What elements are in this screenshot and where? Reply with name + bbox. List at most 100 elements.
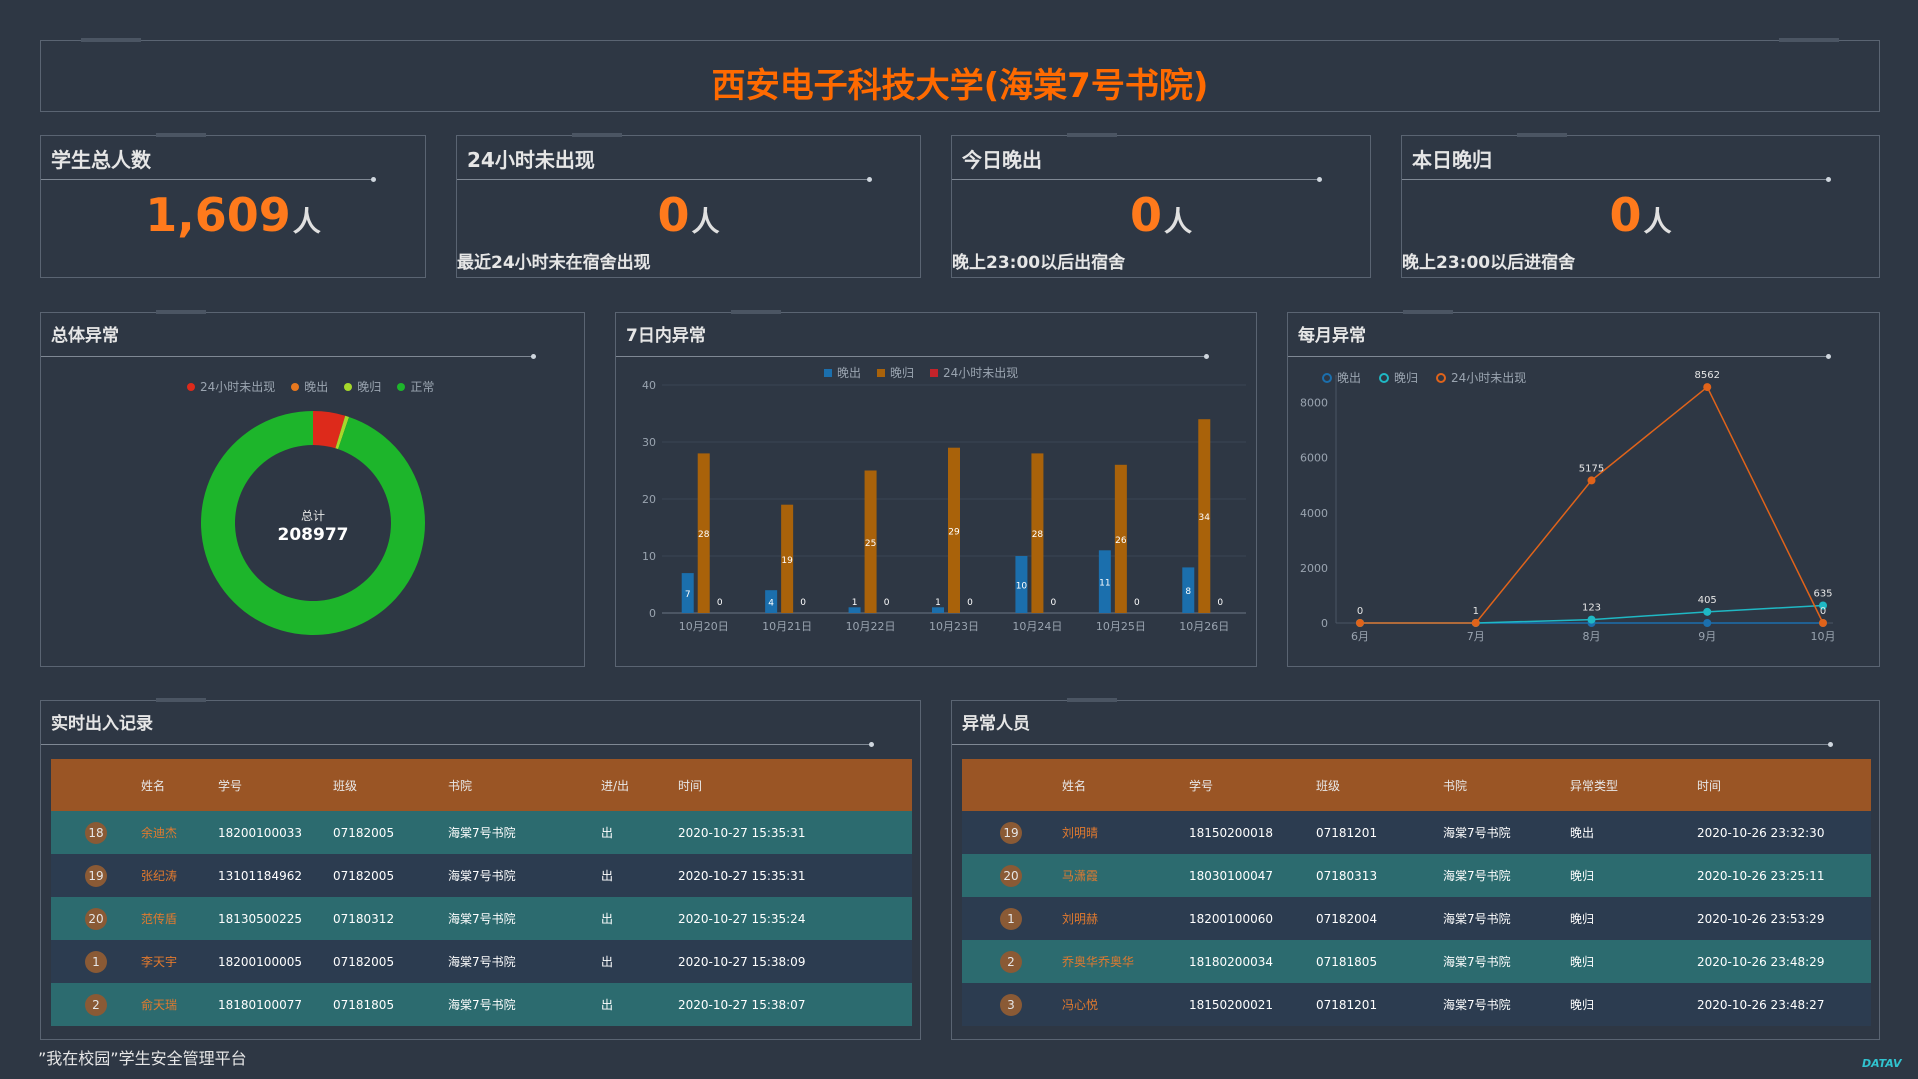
class-id: 07181805 xyxy=(333,983,448,1026)
bar[interactable] xyxy=(932,607,944,613)
column-header[interactable]: 时间 xyxy=(678,759,912,811)
legend-item[interactable]: 24小时未出现 xyxy=(930,364,1018,381)
column-header[interactable]: 学号 xyxy=(1189,759,1316,811)
legend-item[interactable]: 晚出 xyxy=(824,364,861,381)
panel-title: 实时出入记录 xyxy=(51,714,153,734)
x-tick-label: 10月23日 xyxy=(929,620,979,633)
table-row[interactable]: 20 范传盾 18130500225 07180312 海棠7号书院出 2020-10-2… xyxy=(51,897,912,940)
bar[interactable] xyxy=(848,607,861,613)
bar[interactable] xyxy=(1198,419,1211,613)
college: 海棠7号书院 xyxy=(1443,897,1570,940)
student-id: 18200100033 xyxy=(218,811,333,854)
data-point[interactable] xyxy=(1587,615,1596,624)
anomaly-type: 晚出 xyxy=(1570,811,1697,854)
bar[interactable] xyxy=(1182,567,1195,613)
stat-title: 今日晚出 xyxy=(962,148,1042,172)
data-point[interactable] xyxy=(1703,619,1712,627)
table-row[interactable]: 3 冯心悦 18150200021 07181201 海棠7号书院 晚归 2020-10-2… xyxy=(962,983,1871,1026)
panel-tab-decoration xyxy=(1403,310,1453,314)
donut-slice[interactable] xyxy=(201,411,425,635)
bar[interactable] xyxy=(1098,550,1111,613)
data-point[interactable] xyxy=(1587,476,1596,485)
student-name: 冯心悦 xyxy=(1062,983,1189,1026)
bar-value-label: 0 xyxy=(967,598,973,608)
divider xyxy=(41,179,373,180)
column-header[interactable] xyxy=(962,759,1062,811)
student-name: 刘明赫 xyxy=(1062,897,1189,940)
legend-item[interactable]: 正常 xyxy=(397,378,434,395)
rank-badge: 2 xyxy=(85,993,107,1016)
bar[interactable] xyxy=(1114,464,1127,613)
x-tick-label: 10月20日 xyxy=(679,620,729,633)
bar[interactable] xyxy=(1015,556,1028,613)
bar-value-label: 11 xyxy=(1099,579,1110,589)
bar-chart: 010203040728010月20日419010月21日125010月22日1… xyxy=(642,379,1246,633)
bar[interactable] xyxy=(697,453,710,613)
bar-value-label: 1 xyxy=(935,598,941,608)
timestamp: 2020-10-27 15:35:31 xyxy=(678,811,912,854)
table-row[interactable]: 20 马潇霞 18030100047 07180313 海棠7号书院 晚归 2020-10-… xyxy=(962,854,1871,897)
rank-badge: 2 xyxy=(1000,950,1022,973)
bar[interactable] xyxy=(864,470,877,614)
data-point[interactable] xyxy=(1703,383,1712,392)
column-header[interactable]: 书院 xyxy=(448,759,601,811)
bar-value-label: 19 xyxy=(781,556,793,566)
table-header-row: 姓名 学号 班级 书院 进/出 时间 xyxy=(51,759,912,811)
column-header[interactable]: 姓名 xyxy=(1062,759,1189,811)
column-header[interactable]: 进/出 xyxy=(601,759,678,811)
panel-title: 异常人员 xyxy=(962,714,1030,734)
bar[interactable] xyxy=(765,590,778,613)
legend-item[interactable]: 晚归 xyxy=(877,364,914,381)
timestamp: 2020-10-26 23:48:29 xyxy=(1697,940,1871,983)
column-header[interactable]: 时间 xyxy=(1697,759,1871,811)
bar[interactable] xyxy=(781,504,794,613)
data-point[interactable] xyxy=(1471,618,1480,627)
data-point[interactable] xyxy=(1819,619,1827,627)
legend-item[interactable]: 晚出 xyxy=(291,378,328,395)
bar-value-label: 7 xyxy=(685,590,691,600)
bar[interactable] xyxy=(948,447,960,613)
table-row[interactable]: 1 刘明赫 18200100060 07182004 海棠7号书院 晚归 2020-10-2… xyxy=(962,897,1871,940)
table-row[interactable]: 2 俞天瑞 18180100077 07181805 海棠7号书院出 2020-10-27… xyxy=(51,983,912,1026)
column-header[interactable]: 姓名 xyxy=(141,759,218,811)
bar-value-label: 34 xyxy=(1199,513,1211,523)
divider-dot xyxy=(1828,742,1833,747)
student-name: 俞天瑞 xyxy=(141,983,218,1026)
student-id: 18150200018 xyxy=(1189,811,1316,854)
college: 海棠7号书院 xyxy=(1443,983,1570,1026)
bar[interactable] xyxy=(681,573,694,613)
stat-value: 0人 xyxy=(1609,188,1672,242)
table-row[interactable]: 19 张纪涛 13101184962 07182005 海棠7号书院出 2020-10-2… xyxy=(51,854,912,897)
legend-item[interactable]: 晚归 xyxy=(344,378,381,395)
column-header[interactable]: 班级 xyxy=(333,759,448,811)
legend-item[interactable]: 24小时未出现 xyxy=(1436,369,1526,386)
column-header[interactable]: 书院 xyxy=(1443,759,1570,811)
student-id: 18200100005 xyxy=(218,940,333,983)
table-row[interactable]: 19 刘明晴 18150200018 07181201 海棠7号书院 晚出 2020-10-… xyxy=(962,811,1871,854)
column-header[interactable]: 班级 xyxy=(1316,759,1443,811)
table-row[interactable]: 1 李天宇 18200100005 07182005 海棠7号书院出 2020-10-27… xyxy=(51,940,912,983)
donut-slice[interactable] xyxy=(335,415,350,450)
data-point[interactable] xyxy=(1819,601,1827,610)
data-point[interactable] xyxy=(1703,607,1712,616)
class-id: 07181201 xyxy=(1316,811,1443,854)
column-header[interactable]: 学号 xyxy=(218,759,333,811)
donut-slice[interactable] xyxy=(313,411,346,449)
y-tick-label: 40 xyxy=(642,379,656,392)
anomaly-type: 晚归 xyxy=(1570,897,1697,940)
college: 海棠7号书院 xyxy=(448,897,601,940)
legend-item[interactable]: 晚出 xyxy=(1322,369,1361,386)
line-chart: 0 2000 4000 6000 8000 6月 7月 8月 9月 10月 0 1 5175 123 856… xyxy=(1300,370,1836,643)
data-point[interactable] xyxy=(1356,619,1364,627)
legend-item[interactable]: 晚归 xyxy=(1379,369,1418,386)
y-tick-label: 2000 xyxy=(1300,562,1328,575)
student-id: 18200100060 xyxy=(1189,897,1316,940)
column-header[interactable] xyxy=(51,759,141,811)
stat-description: 晚上23:00以后出宿舍 xyxy=(952,253,1126,273)
table-row[interactable]: 2 乔奥华乔奥华 18180200034 07181805 海棠7号书院 晚归 2020-1… xyxy=(962,940,1871,983)
legend-item[interactable]: 24小时未出现 xyxy=(187,378,275,395)
bar[interactable] xyxy=(1031,453,1044,613)
table-row[interactable]: 18 余迪杰 18200100033 07182005 海棠7号书院出 2020-10-2… xyxy=(51,811,912,854)
column-header[interactable]: 异常类型 xyxy=(1570,759,1697,811)
rank-badge: 19 xyxy=(1000,821,1022,844)
